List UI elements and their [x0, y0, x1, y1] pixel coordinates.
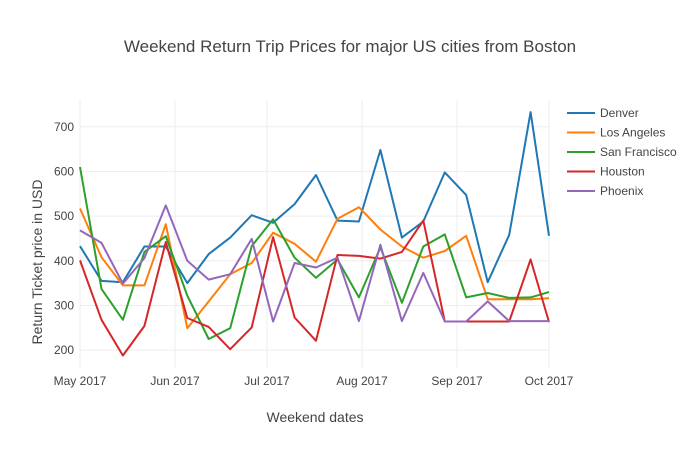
series-line-houston[interactable] — [79, 219, 550, 357]
legend-label: Denver — [600, 106, 639, 120]
y-tick-label: 400 — [54, 254, 74, 268]
y-axis-title: Return Ticket price in USD — [29, 180, 45, 345]
series-line-los-angeles[interactable] — [79, 206, 550, 330]
legend-item-los-angeles[interactable]: Los Angeles — [567, 126, 665, 140]
y-axis: 200 300 400 500 600 700 — [54, 120, 74, 357]
legend-item-denver[interactable]: Denver — [567, 106, 639, 120]
x-axis-title: Weekend dates — [266, 409, 363, 425]
x-tick-label: Jul 2017 — [244, 374, 290, 388]
y-tick-label: 300 — [54, 298, 74, 312]
legend-label: Phoenix — [600, 184, 643, 198]
grid — [79, 100, 550, 368]
y-tick-label: 600 — [54, 164, 74, 178]
legend[interactable]: Denver Los Angeles San Francisco Houston Pho… — [567, 106, 677, 198]
x-tick-label: Aug 2017 — [336, 374, 388, 388]
plot-area — [79, 111, 550, 357]
x-tick-label: May 2017 — [54, 374, 107, 388]
series-line-phoenix[interactable] — [79, 204, 549, 323]
legend-label: Houston — [600, 165, 645, 179]
chart-title: Weekend Return Trip Prices for major US … — [124, 37, 576, 56]
series-line-denver[interactable] — [79, 111, 550, 285]
x-axis: May 2017 Jun 2017 Jul 2017 Aug 2017 Sep 2017… — [54, 374, 574, 388]
legend-item-phoenix[interactable]: Phoenix — [567, 184, 643, 198]
x-tick-label: Sep 2017 — [431, 374, 483, 388]
y-tick-label: 500 — [54, 209, 74, 223]
y-tick-label: 200 — [54, 343, 74, 357]
legend-label: Los Angeles — [600, 126, 665, 140]
x-tick-label: Oct 2017 — [525, 374, 574, 388]
series-line-san-francisco[interactable] — [79, 166, 550, 340]
y-tick-label: 700 — [54, 120, 74, 134]
x-tick-label: Jun 2017 — [150, 374, 200, 388]
legend-label: San Francisco — [600, 145, 677, 159]
legend-item-san-francisco[interactable]: San Francisco — [567, 145, 677, 159]
legend-item-houston[interactable]: Houston — [567, 165, 645, 179]
